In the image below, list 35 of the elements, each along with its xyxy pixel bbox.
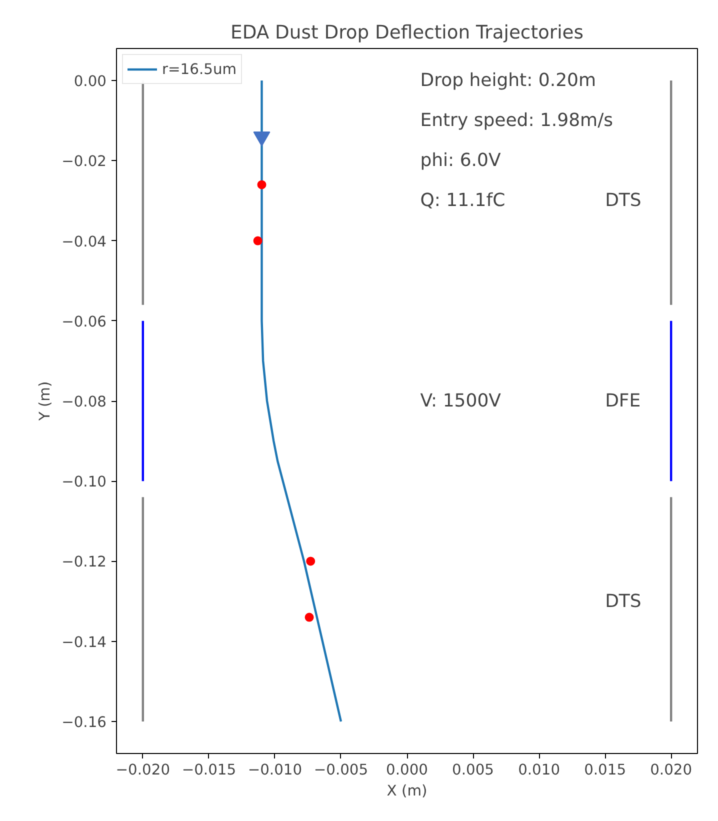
legend-label: r=16.5um <box>162 60 237 78</box>
annotation: Q: 11.1fC <box>420 190 506 212</box>
y-tick-label: −0.16 <box>62 714 107 731</box>
y-tick-label: −0.08 <box>62 394 107 410</box>
x-tick-label: 0.015 <box>584 762 626 778</box>
chart-title: EDA Dust Drop Deflection Trajectories <box>230 22 584 44</box>
y-tick-label: −0.02 <box>62 153 107 170</box>
point <box>257 180 266 190</box>
point <box>253 236 262 246</box>
y-tick-label: −0.14 <box>62 634 107 651</box>
y-tick-label: −0.06 <box>62 313 107 330</box>
annotation: phi: 6.0V <box>420 150 502 172</box>
annotation: Entry speed: 1.98m/s <box>420 110 614 132</box>
x-axis-title: X (m) <box>386 782 428 800</box>
annotation: DTS <box>605 190 642 212</box>
point <box>304 612 314 622</box>
x-tick-label: 0.010 <box>518 762 560 778</box>
annotation: V: 1500V <box>420 390 502 412</box>
y-axis-title: Y (m) <box>36 381 54 422</box>
annotation: DFE <box>605 390 641 412</box>
annotation: DTS <box>605 590 642 612</box>
x-tick-label: −0.020 <box>116 762 170 778</box>
annotation: Drop height: 0.20m <box>420 70 596 92</box>
y-tick-label: 0.00 <box>74 73 107 90</box>
x-tick-label: −0.005 <box>314 762 368 778</box>
x-tick-label: 0.005 <box>452 762 494 778</box>
line-series <box>260 79 342 723</box>
x-tick-label: −0.015 <box>182 762 236 778</box>
y-tick-label: −0.10 <box>62 474 107 491</box>
x-tick-label: 0.020 <box>650 762 692 778</box>
y-tick-label: −0.04 <box>62 233 107 250</box>
y-tick-label: −0.12 <box>62 554 107 571</box>
point <box>306 556 316 566</box>
x-tick-label: −0.010 <box>248 762 302 778</box>
x-tick-label: 0.000 <box>386 762 428 778</box>
